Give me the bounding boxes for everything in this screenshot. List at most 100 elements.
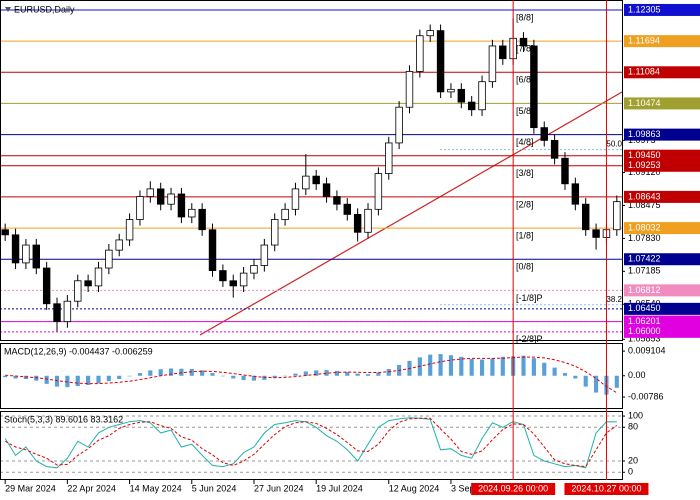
level-box xyxy=(624,315,700,328)
x-tick-label: 2024.10.27 00:00 xyxy=(571,483,641,493)
candle-body xyxy=(229,280,237,287)
fib-label: 50.0 xyxy=(606,140,622,149)
macd-bar xyxy=(283,375,288,377)
candle-body xyxy=(457,88,466,103)
macd-bar xyxy=(521,355,526,376)
candle-body xyxy=(499,45,507,60)
level-label: 1.06000 xyxy=(628,326,661,336)
candle-body xyxy=(53,303,61,323)
level-label: 1.10474 xyxy=(628,98,661,108)
candle-body xyxy=(312,175,320,185)
level-box xyxy=(624,159,700,172)
candle-body xyxy=(270,219,279,246)
level-label: 1.09450 xyxy=(628,150,661,160)
y-tick-label: 1.07830 xyxy=(628,233,661,243)
macd-bar xyxy=(303,371,308,376)
level-box xyxy=(624,66,700,79)
macd-bar xyxy=(210,373,215,376)
candle-body xyxy=(156,188,165,205)
x-tick-label: 12 Aug 2024 xyxy=(389,483,440,493)
level-box xyxy=(624,3,700,16)
y-tick-label: 100 xyxy=(628,410,643,420)
macd-bar xyxy=(531,358,536,376)
candle-body xyxy=(592,229,600,238)
plot-underlay xyxy=(199,91,623,336)
candle-body xyxy=(436,30,445,93)
main-panel-frame xyxy=(0,0,623,341)
macd-bar xyxy=(594,375,599,393)
macd-bar xyxy=(365,374,371,376)
level-box xyxy=(624,35,700,48)
candle-body xyxy=(550,139,559,159)
macd-bar xyxy=(314,370,319,376)
candle-body xyxy=(613,201,621,231)
macd-bar xyxy=(127,375,132,377)
candle-body xyxy=(11,234,20,264)
level-tag: [0/8] xyxy=(516,262,534,272)
level-label: 1.06450 xyxy=(628,303,661,313)
macd-bar xyxy=(272,375,277,378)
candle-body xyxy=(530,45,538,129)
candle-body xyxy=(302,175,310,190)
level-box xyxy=(624,284,700,297)
level-box xyxy=(624,128,700,141)
macd-bar xyxy=(355,373,360,376)
macd-bar xyxy=(562,373,568,376)
candle-body xyxy=(105,249,113,269)
symbol-icon xyxy=(5,7,11,12)
level-box xyxy=(624,222,700,235)
level-label: 1.11084 xyxy=(628,67,660,77)
candle-body xyxy=(115,239,123,251)
candle-body xyxy=(571,183,580,205)
y-tick-label: 1.09120 xyxy=(628,167,661,177)
level-tag: [5/8] xyxy=(516,106,534,116)
level-tag: [6/8] xyxy=(516,75,534,85)
level-label: 1.12305 xyxy=(628,4,661,14)
y-tick-label: 0 xyxy=(628,467,633,477)
plot-layer: 50.0 38.2 [8/8] [7/8] [6/8] [5/8] [4/8] [3/8] [2… xyxy=(0,9,623,473)
x-tick-label: 5 Jun 2024 xyxy=(192,483,237,493)
x-tick-label: 29 Mar 2024 xyxy=(5,483,56,493)
macd-bar xyxy=(86,375,91,385)
candle-body xyxy=(136,196,144,220)
candle-body xyxy=(405,71,414,108)
candle-body xyxy=(364,208,372,233)
macd-bar xyxy=(459,356,464,376)
macd-bar xyxy=(334,370,339,376)
macd-bar xyxy=(54,375,60,387)
candle-body xyxy=(84,280,92,287)
macd-bar xyxy=(479,359,485,376)
candle-body xyxy=(146,188,155,197)
level-box xyxy=(624,190,700,203)
series-line xyxy=(4,417,617,469)
macd-bar xyxy=(345,371,350,376)
macd-bar xyxy=(251,375,257,381)
candle-body xyxy=(42,267,51,305)
level-label: 1.06201 xyxy=(628,316,661,326)
macd-bar xyxy=(324,370,329,376)
y-tick-label: 0.00 xyxy=(628,370,646,380)
candle-body xyxy=(385,142,393,174)
macd-bar xyxy=(65,375,70,388)
level-label: 1.08032 xyxy=(628,222,661,232)
candle-body xyxy=(32,244,41,269)
candle-body xyxy=(125,219,134,241)
candle-body xyxy=(395,106,403,144)
candle-body xyxy=(416,35,424,72)
candle-body xyxy=(343,203,352,215)
y-tick-label: 1.07185 xyxy=(628,266,661,276)
level-label: 1.09863 xyxy=(628,129,661,139)
macd-bar xyxy=(220,375,225,377)
series-line xyxy=(5,356,618,394)
candle-body xyxy=(478,81,486,111)
level-label: 1.06812 xyxy=(628,285,661,295)
panel-frames xyxy=(0,0,623,480)
macd-bar xyxy=(75,375,80,387)
level-tag: [3/8] xyxy=(516,168,534,178)
y-tick-label: 1.08475 xyxy=(628,200,661,210)
x-tick-label: 2024.09.26 00:00 xyxy=(478,483,548,493)
macd-bar xyxy=(117,375,122,380)
macd-bar xyxy=(614,375,619,388)
level-box xyxy=(624,253,700,266)
